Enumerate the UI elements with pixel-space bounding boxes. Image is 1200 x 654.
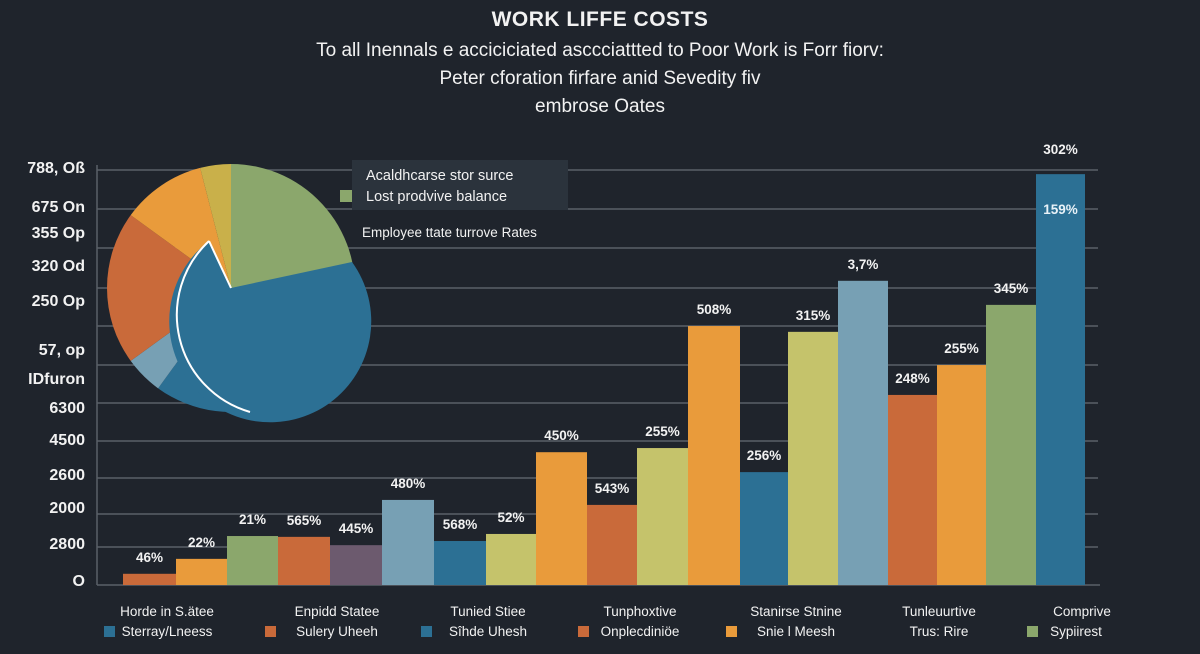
bar-data-label: 565%	[286, 512, 322, 528]
legend-group-label: Comprive	[1053, 604, 1111, 619]
bar	[788, 331, 838, 585]
bar	[986, 304, 1036, 585]
bar-data-label: 450%	[544, 428, 579, 444]
bar	[688, 326, 740, 585]
chart-title: WORK LIFFE COSTS	[491, 8, 709, 31]
bar	[227, 536, 278, 585]
y-tick-label: IDfuron	[28, 371, 85, 388]
chart-subtitle-line-1: To all Inennals e acciciciated asccciatt…	[316, 40, 884, 61]
bar-data-label: 568%	[442, 517, 478, 532]
legend-swatch	[726, 626, 737, 637]
bar-inner-label: 159%	[1043, 202, 1078, 218]
y-tick-label: 2000	[49, 500, 85, 517]
legend-box-line-1: Acaldhcarse stor surce	[366, 168, 514, 184]
bar-data-label: 345%	[993, 280, 1029, 296]
bar	[888, 394, 937, 585]
pie-slice-highlight	[169, 241, 372, 423]
bar	[838, 280, 888, 585]
bar-data-label: 256%	[746, 448, 782, 464]
bar	[536, 452, 587, 585]
bar-data-label: 21%	[238, 512, 267, 528]
bar-data-label: 52%	[497, 509, 525, 525]
bar-data-label: 445%	[338, 521, 374, 537]
legend-item-label: Sîhde Uhesh	[448, 624, 528, 639]
y-tick-label: O	[72, 573, 85, 590]
bar	[637, 448, 688, 585]
legend-group-label: Tunleuurtive	[902, 604, 976, 619]
pie-highlight-outline	[175, 240, 251, 413]
bar	[937, 365, 986, 585]
legend-box	[352, 160, 568, 210]
bar-data-label: 255%	[944, 341, 979, 357]
legend-item-label: Sterray/Lneess	[121, 624, 213, 639]
bar-data-label: 315%	[795, 307, 831, 323]
legend-group-label: Tunphoxtive	[603, 604, 677, 619]
bar-data-label: 302%	[1043, 142, 1078, 158]
pie-slice	[107, 215, 231, 361]
legend-swatch	[421, 626, 432, 637]
bar-data-label: 22%	[187, 534, 216, 550]
y-tick-label: 788, Oß	[27, 160, 85, 177]
bar	[330, 545, 382, 585]
legend-group-label: Horde in S.ätee	[120, 604, 214, 619]
y-tick-label: 6300	[49, 400, 85, 417]
legend-swatch	[104, 626, 115, 637]
pie-highlight-edge	[208, 240, 232, 289]
bar	[587, 504, 637, 585]
y-tick-label: 2600	[49, 467, 85, 484]
legend-swatch	[578, 626, 589, 637]
bar-data-label: 255%	[645, 424, 680, 440]
legend-item-label: Trus: Rire	[909, 624, 969, 639]
bar	[123, 573, 176, 585]
bar-data-label: 480%	[390, 475, 426, 491]
legend-group-label: Tunied Stiee	[450, 604, 526, 619]
y-tick-label: 250 Op	[31, 293, 85, 310]
y-tick-label: 2800	[49, 536, 85, 553]
legend-swatch	[1027, 626, 1038, 637]
legend-note: Employee ttate turrove Rates	[362, 225, 537, 240]
legend-swatch	[265, 626, 276, 637]
legend-item-label: Snie l Meesh	[756, 624, 836, 639]
legend-item-label: Sulery Uheeh	[296, 624, 378, 639]
legend-item-label: Onplecdiniöe	[600, 624, 680, 639]
legend-box-line-2: Lost prodvive balance	[366, 189, 508, 205]
bar	[434, 541, 486, 585]
y-tick-label: 57, op	[38, 342, 85, 359]
bar-data-label: 508%	[696, 302, 732, 318]
y-tick-label: 355 Op	[31, 225, 85, 242]
legend-item-label: Sypiirest	[1050, 624, 1102, 639]
y-tick-label: 4500	[49, 432, 85, 449]
bar	[740, 472, 788, 585]
pie-slice	[200, 164, 231, 288]
legend-group-label: Stanirse Stnine	[750, 604, 842, 619]
legend-swatch	[340, 190, 352, 202]
bar	[382, 499, 434, 585]
bar	[486, 533, 536, 585]
bar-data-label: 46%	[135, 549, 164, 565]
chart-subtitle-line-2: Peter cforation firfare anid Sevedity fi…	[439, 68, 761, 89]
bar-data-label: 248%	[895, 370, 930, 386]
bar-data-label: 543%	[594, 480, 630, 496]
legend-group-label: Enpidd Statee	[294, 604, 380, 619]
y-tick-label: 320 Od	[31, 258, 85, 275]
bar	[278, 536, 330, 585]
bar	[176, 558, 227, 585]
bar	[1036, 174, 1085, 585]
chart-subtitle-line-3: embrose Oates	[535, 96, 665, 117]
y-tick-label: 675 On	[31, 199, 85, 216]
bar-data-label: 3,7%	[847, 256, 879, 272]
